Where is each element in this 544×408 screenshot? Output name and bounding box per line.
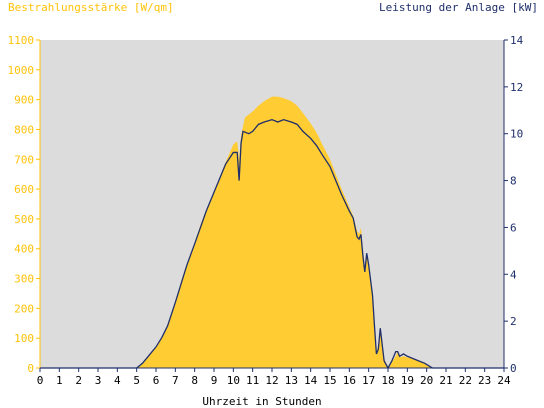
left-tick-label: 200 bbox=[14, 302, 34, 315]
right-tick-label: 0 bbox=[510, 362, 517, 375]
x-tick-label: 10 bbox=[227, 374, 240, 387]
right-tick-label: 8 bbox=[510, 175, 517, 188]
x-tick-label: 14 bbox=[304, 374, 318, 387]
power-line bbox=[40, 118, 504, 370]
x-tick-label: 8 bbox=[191, 374, 198, 387]
right-tick-label: 10 bbox=[510, 128, 523, 141]
x-tick-label: 9 bbox=[211, 374, 218, 387]
x-tick-label: 24 bbox=[497, 374, 511, 387]
x-tick-label: 23 bbox=[478, 374, 491, 387]
x-tick-label: 20 bbox=[420, 374, 433, 387]
x-tick-label: 12 bbox=[265, 374, 278, 387]
x-tick-label: 0 bbox=[37, 374, 44, 387]
left-tick-label: 900 bbox=[14, 94, 34, 107]
right-tick-label: 2 bbox=[510, 315, 517, 328]
x-tick-label: 5 bbox=[133, 374, 140, 387]
left-tick-label: 1100 bbox=[8, 34, 35, 47]
x-tick-label: 11 bbox=[246, 374, 259, 387]
left-tick-label: 1000 bbox=[8, 64, 35, 77]
left-tick-label: 400 bbox=[14, 243, 34, 256]
left-tick-label: 500 bbox=[14, 213, 34, 226]
x-tick-label: 18 bbox=[381, 374, 394, 387]
x-tick-label: 17 bbox=[362, 374, 375, 387]
x-tick-label: 3 bbox=[95, 374, 102, 387]
left-axis-title: Bestrahlungsstärke [W/qm] bbox=[8, 1, 174, 14]
x-tick-label: 4 bbox=[114, 374, 121, 387]
irradiance-area bbox=[40, 96, 504, 369]
x-tick-label: 19 bbox=[401, 374, 414, 387]
x-tick-label: 13 bbox=[285, 374, 298, 387]
x-tick-label: 22 bbox=[459, 374, 472, 387]
x-tick-label: 6 bbox=[153, 374, 160, 387]
right-tick-label: 12 bbox=[510, 81, 523, 94]
x-axis-title: Uhrzeit in Stunden bbox=[202, 395, 321, 408]
x-tick-label: 1 bbox=[56, 374, 63, 387]
right-tick-label: 14 bbox=[510, 34, 524, 47]
left-tick-label: 0 bbox=[27, 362, 34, 375]
left-tick-label: 600 bbox=[14, 183, 34, 196]
x-tick-label: 15 bbox=[323, 374, 336, 387]
left-tick-label: 300 bbox=[14, 273, 34, 286]
right-tick-label: 4 bbox=[510, 268, 517, 281]
right-tick-label: 6 bbox=[510, 221, 517, 234]
right-axis-ticks: 0 2 4 6 8 10 12 14 bbox=[504, 34, 524, 375]
right-axis-title: Leistung der Anlage [kW] bbox=[379, 1, 538, 14]
left-tick-label: 700 bbox=[14, 153, 34, 166]
x-tick-label: 16 bbox=[343, 374, 356, 387]
left-axis-ticks: 0 100 200 300 400 500 600 700 800 900 1000 1100 bbox=[8, 34, 40, 375]
left-tick-label: 100 bbox=[14, 332, 34, 345]
left-tick-label: 800 bbox=[14, 123, 34, 136]
x-tick-label: 2 bbox=[75, 374, 82, 387]
x-tick-label: 7 bbox=[172, 374, 179, 387]
x-tick-label: 21 bbox=[439, 374, 452, 387]
x-axis-ticks: 0 1 2 3 4 5 6 7 8 9 10 11 12 13 14 15 16 17 18 19 20 21 22 23 24 bbox=[37, 368, 511, 387]
